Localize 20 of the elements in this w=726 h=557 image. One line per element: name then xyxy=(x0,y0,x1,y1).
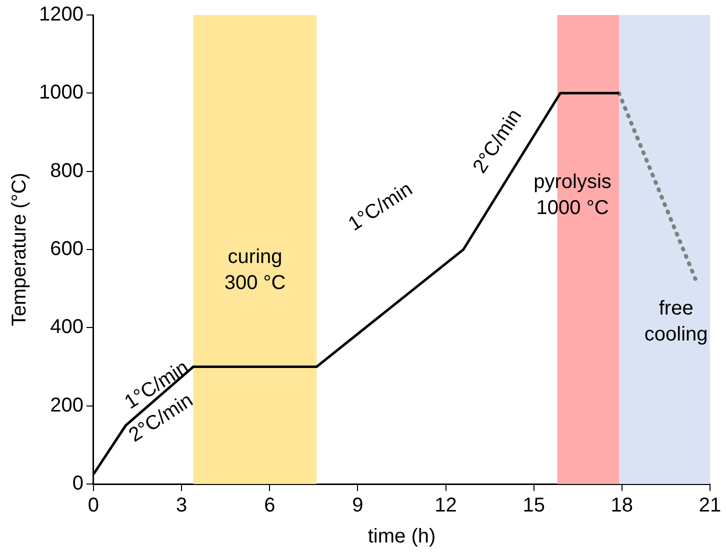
y-tick-label: 1000 xyxy=(38,82,84,104)
band-label: curing 300 °C xyxy=(224,246,286,294)
x-tick-label: 15 xyxy=(522,494,545,517)
y-tick-label: 1200 xyxy=(38,4,84,26)
band-label: free cooling xyxy=(644,298,708,346)
y-tick-label: 600 xyxy=(50,238,84,260)
x-tick-label: 6 xyxy=(264,494,276,517)
x-tick-label: 0 xyxy=(88,494,100,517)
band-label: pyrolysis 1000 °C xyxy=(534,171,612,220)
y-tick-label: 200 xyxy=(50,394,84,416)
y-tick-label: 400 xyxy=(50,316,84,338)
y-axis-title: Temperature (°C) xyxy=(8,172,31,326)
y-tick-label: 800 xyxy=(50,160,84,182)
y-tick-label: 0 xyxy=(72,472,84,495)
x-tick-label: 3 xyxy=(176,494,188,517)
x-tick-label: 18 xyxy=(610,494,634,517)
x-tick-label: 9 xyxy=(352,494,364,517)
x-tick-label: 21 xyxy=(698,494,722,517)
x-tick-label: 12 xyxy=(434,494,457,517)
x-axis-title: time (h) xyxy=(368,526,436,548)
